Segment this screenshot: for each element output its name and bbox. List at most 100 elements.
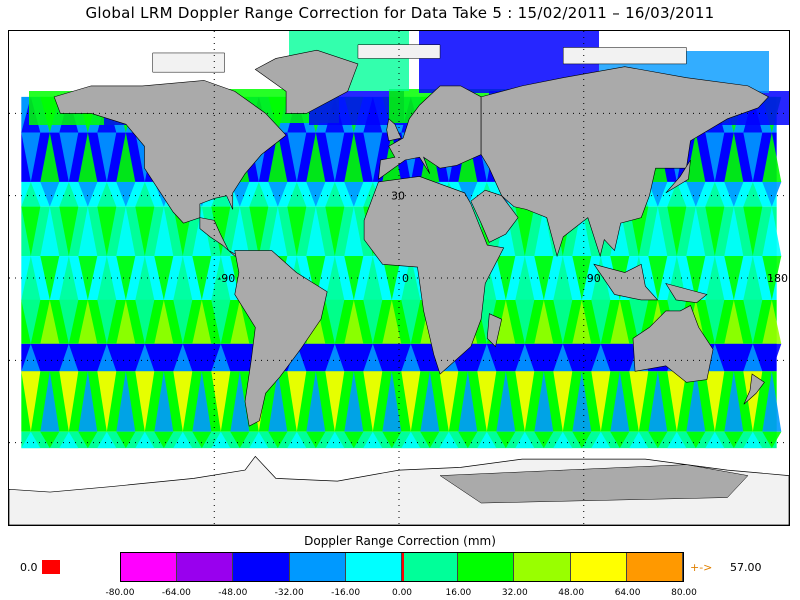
swath-track: [515, 206, 535, 257]
swath-track: [173, 431, 193, 449]
swath-track: [344, 343, 364, 372]
swath-track: [705, 256, 725, 300]
swath-track: [59, 299, 79, 344]
swath-track: [344, 206, 364, 257]
swath-track: [287, 431, 307, 449]
swath-track: [477, 431, 497, 449]
swath-track: [534, 431, 554, 449]
swath-track: [743, 343, 763, 372]
swath-track: [21, 343, 41, 372]
swath-track: [610, 299, 630, 344]
swath-track: [382, 371, 402, 432]
swath-track: [59, 371, 79, 432]
swath-track: [78, 299, 98, 344]
above-range-label: 57.00: [730, 561, 762, 574]
swath-track: [192, 299, 212, 344]
swath-track: [173, 256, 193, 300]
swath-track: [287, 343, 307, 372]
swath-track: [382, 256, 402, 300]
map-title: Global LRM Doppler Range Correction for …: [85, 4, 715, 22]
swath-track: [686, 206, 706, 257]
swath-track: [553, 431, 573, 449]
swath-track: [534, 299, 554, 344]
swath-track: [515, 343, 535, 372]
swath-track: [268, 132, 288, 182]
swath-track: [306, 181, 326, 207]
colorbar-tick-label: -80.00: [105, 588, 135, 598]
swath-track: [762, 343, 782, 372]
land-mass: [378, 85, 482, 180]
swath-track: [705, 299, 725, 344]
swath-track: [40, 132, 60, 182]
swath-track: [211, 343, 231, 372]
swath-track: [59, 343, 79, 372]
swath-track: [762, 181, 782, 207]
swath-track: [344, 181, 364, 207]
swath-track: [363, 371, 383, 432]
swath-track: [629, 431, 649, 449]
swath-track: [382, 343, 402, 372]
swath-track: [363, 431, 383, 449]
swath-track: [59, 181, 79, 207]
swath-track: [496, 431, 516, 449]
land-mass: [53, 80, 287, 224]
swath-track: [667, 371, 687, 432]
swath-track: [724, 206, 744, 257]
swath-track: [686, 181, 706, 207]
land-mass: [254, 49, 359, 114]
swath-track: [173, 299, 193, 344]
swath-track: [325, 256, 345, 300]
swath-track: [515, 431, 535, 449]
swath-track: [325, 431, 345, 449]
swath-track: [116, 371, 136, 432]
swath-track: [363, 299, 383, 344]
swath-track: [401, 299, 421, 344]
sea-ice: [357, 44, 441, 59]
swath-track: [591, 431, 611, 449]
swath-track: [249, 181, 269, 207]
swath-track: [154, 431, 174, 449]
swath-track: [572, 343, 592, 372]
swath-track: [572, 206, 592, 257]
swath-track: [287, 132, 307, 182]
colorbar-bin: [345, 553, 403, 581]
swath-track: [496, 256, 516, 300]
colorbar-bin: [402, 553, 459, 581]
swath-track: [762, 206, 782, 257]
swath-track: [306, 206, 326, 257]
colorbar-bin: [289, 553, 346, 581]
below-range-swatch: [42, 560, 60, 574]
colorbar-tick-label: 0.00: [391, 588, 413, 598]
swath-track: [724, 299, 744, 344]
land-mass: [234, 250, 328, 427]
sea-ice: [562, 47, 687, 65]
swath-track: [211, 299, 231, 344]
swath-track: [477, 343, 497, 372]
swath-track: [135, 431, 155, 449]
swath-track: [610, 371, 630, 432]
colorbar-tick-label: -64.00: [161, 588, 191, 598]
swath-track: [78, 343, 98, 372]
swath-track: [116, 431, 136, 449]
swath-track: [40, 343, 60, 372]
land-mass: [363, 176, 505, 375]
swath-track: [192, 343, 212, 372]
longitude-label: 0: [402, 272, 409, 285]
colorbar-tick-label: 16.00: [445, 588, 472, 598]
swath-track: [325, 132, 345, 182]
swath-track: [306, 431, 326, 449]
land-mass: [743, 373, 765, 405]
swath-track: [40, 431, 60, 449]
swath-track: [743, 299, 763, 344]
swath-track: [534, 371, 554, 432]
swath-track: [591, 343, 611, 372]
swath-track: [458, 181, 478, 207]
swath-track: [230, 371, 250, 432]
swath-track: [648, 181, 668, 207]
longitude-label: -90: [217, 272, 235, 285]
swath-track: [705, 371, 725, 432]
land-mass: [665, 283, 708, 304]
map-canvas: -90 0 90 180 30: [9, 31, 789, 525]
swath-track: [762, 132, 782, 182]
swath-track: [591, 299, 611, 344]
